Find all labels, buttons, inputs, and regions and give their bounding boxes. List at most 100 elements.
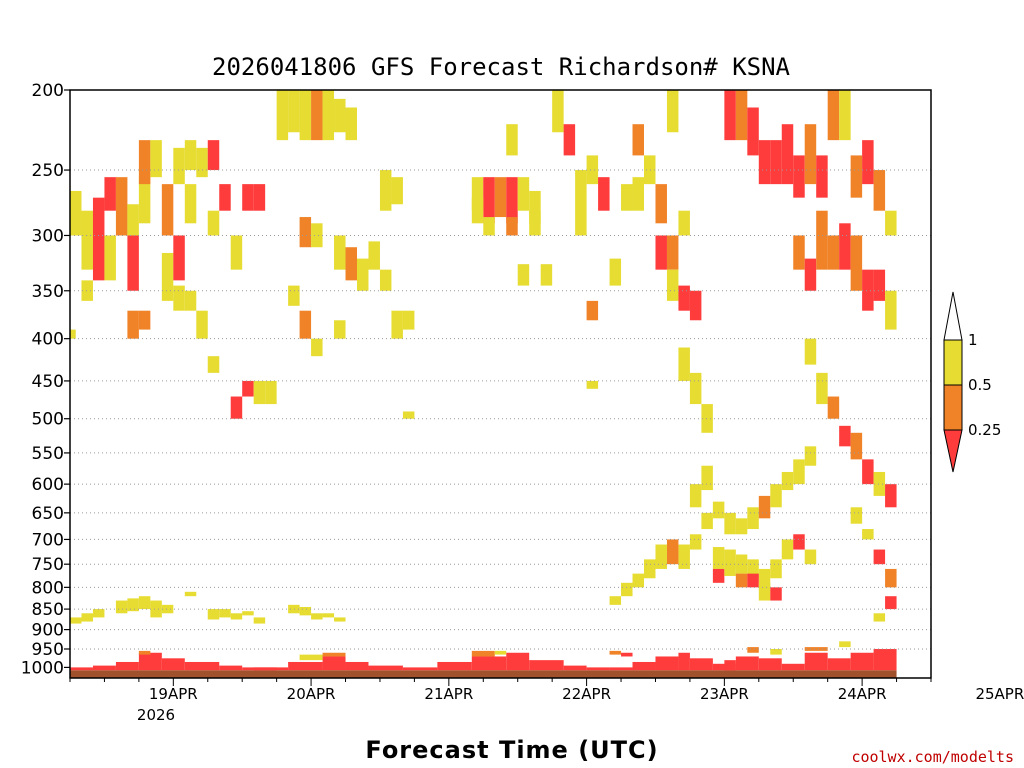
x-tick-label-3: 22APR [562, 685, 611, 703]
data-cell-110 [483, 217, 495, 236]
data-cell-72 [322, 90, 335, 141]
data-cell-71 [311, 90, 323, 141]
data-cell-133 [655, 656, 679, 671]
data-cell-150 [678, 544, 690, 569]
data-cell-139 [655, 235, 667, 270]
x-tick-label-5: 24APR [838, 685, 887, 703]
data-cell-63 [345, 661, 369, 671]
y-tick-label-1: 250 [32, 161, 64, 181]
data-cell-14 [150, 140, 162, 178]
data-cell-18 [173, 235, 185, 281]
data-cell-145 [678, 347, 690, 381]
data-cell-24 [219, 184, 231, 211]
y-tick-label-11: 750 [32, 555, 64, 575]
data-cell-195 [724, 90, 736, 141]
data-cell-101 [586, 667, 610, 671]
data-cell-36 [230, 396, 243, 419]
data-cell-109 [529, 190, 541, 224]
data-cell-219 [804, 338, 817, 365]
y-tick-label-14: 900 [32, 621, 64, 641]
data-cell-206 [850, 155, 863, 198]
data-cell-172 [689, 484, 702, 508]
data-cell-105 [483, 177, 495, 224]
data-cell-106 [494, 177, 507, 218]
y-tick-label-8: 600 [32, 475, 64, 495]
data-cell-211 [804, 258, 817, 291]
data-cell-163 [781, 539, 794, 560]
data-cell-35 [207, 356, 220, 373]
data-cell-64 [368, 665, 403, 671]
data-cell-88 [379, 170, 392, 211]
data-cell-149 [689, 534, 702, 550]
data-cell-74 [345, 107, 357, 141]
data-cell-45 [184, 591, 197, 597]
data-cell-213 [827, 235, 840, 270]
data-cell-202 [804, 124, 817, 185]
data-cell-2 [81, 613, 93, 622]
data-cell-99 [529, 660, 564, 671]
data-cell-218 [885, 290, 897, 330]
y-tick-label-2: 300 [32, 226, 64, 246]
data-cell-62 [322, 656, 346, 671]
data-cell-225 [873, 471, 886, 496]
data-cell-184 [735, 656, 759, 671]
data-cell-221 [827, 396, 840, 419]
data-cell-20 [184, 184, 197, 224]
data-cell-157 [712, 547, 725, 569]
data-cell-165 [804, 549, 817, 565]
data-cell-43 [150, 600, 162, 618]
data-cell-137 [609, 650, 622, 655]
data-cell-114 [517, 264, 530, 286]
data-cell-143 [678, 285, 690, 311]
data-cell-176 [735, 518, 748, 535]
data-cell-65 [402, 667, 438, 671]
data-cell-25 [230, 235, 243, 270]
data-cell-52 [92, 665, 116, 671]
data-cell-37 [242, 380, 254, 397]
data-cell-224 [862, 459, 874, 485]
data-cell-26 [242, 184, 254, 211]
colorbar-segment-1 [943, 384, 963, 431]
data-cell-162 [770, 559, 782, 579]
data-cell-22 [207, 140, 220, 171]
data-cell-61 [288, 661, 323, 671]
data-cell-148 [701, 512, 713, 530]
data-cell-60 [253, 667, 289, 671]
data-cell-118 [563, 124, 576, 156]
data-cell-117 [552, 90, 564, 133]
data-cell-32 [81, 280, 93, 301]
data-cell-8 [104, 235, 116, 281]
data-cell-40 [115, 600, 128, 614]
data-cell-54 [138, 652, 162, 671]
data-cell-75 [299, 217, 312, 248]
data-cell-100 [563, 665, 587, 671]
data-cell-112 [471, 197, 484, 224]
data-cell-108 [517, 177, 530, 211]
y-tick-label-6: 500 [32, 410, 64, 430]
y-tick-label-3: 350 [32, 282, 64, 302]
colorbar-legend: 1 0.5 0.25 [943, 291, 1001, 473]
data-cell-103 [494, 650, 507, 655]
data-cell-15 [161, 184, 174, 236]
data-cell-196 [735, 90, 748, 141]
data-cell-175 [724, 512, 736, 535]
data-cell-82 [391, 310, 403, 339]
y-tick-label-15: 950 [32, 640, 64, 660]
data-cell-155 [621, 582, 633, 597]
data-cell-223 [850, 432, 863, 460]
data-cell-50 [253, 617, 266, 624]
data-cell-131 [609, 667, 633, 671]
data-cell-201 [793, 155, 805, 198]
y-tick-label-7: 550 [32, 444, 64, 464]
data-cell-21 [196, 147, 208, 178]
data-cell-222 [839, 425, 851, 447]
data-cell-181 [793, 459, 805, 485]
data-cell-160 [747, 559, 759, 579]
colorbar-segment-0 [943, 339, 963, 386]
data-cell-161 [758, 568, 771, 588]
data-cell-115 [529, 210, 541, 236]
data-cell-95 [334, 617, 346, 622]
data-cell-80 [368, 241, 380, 270]
data-cell-30 [184, 290, 197, 311]
